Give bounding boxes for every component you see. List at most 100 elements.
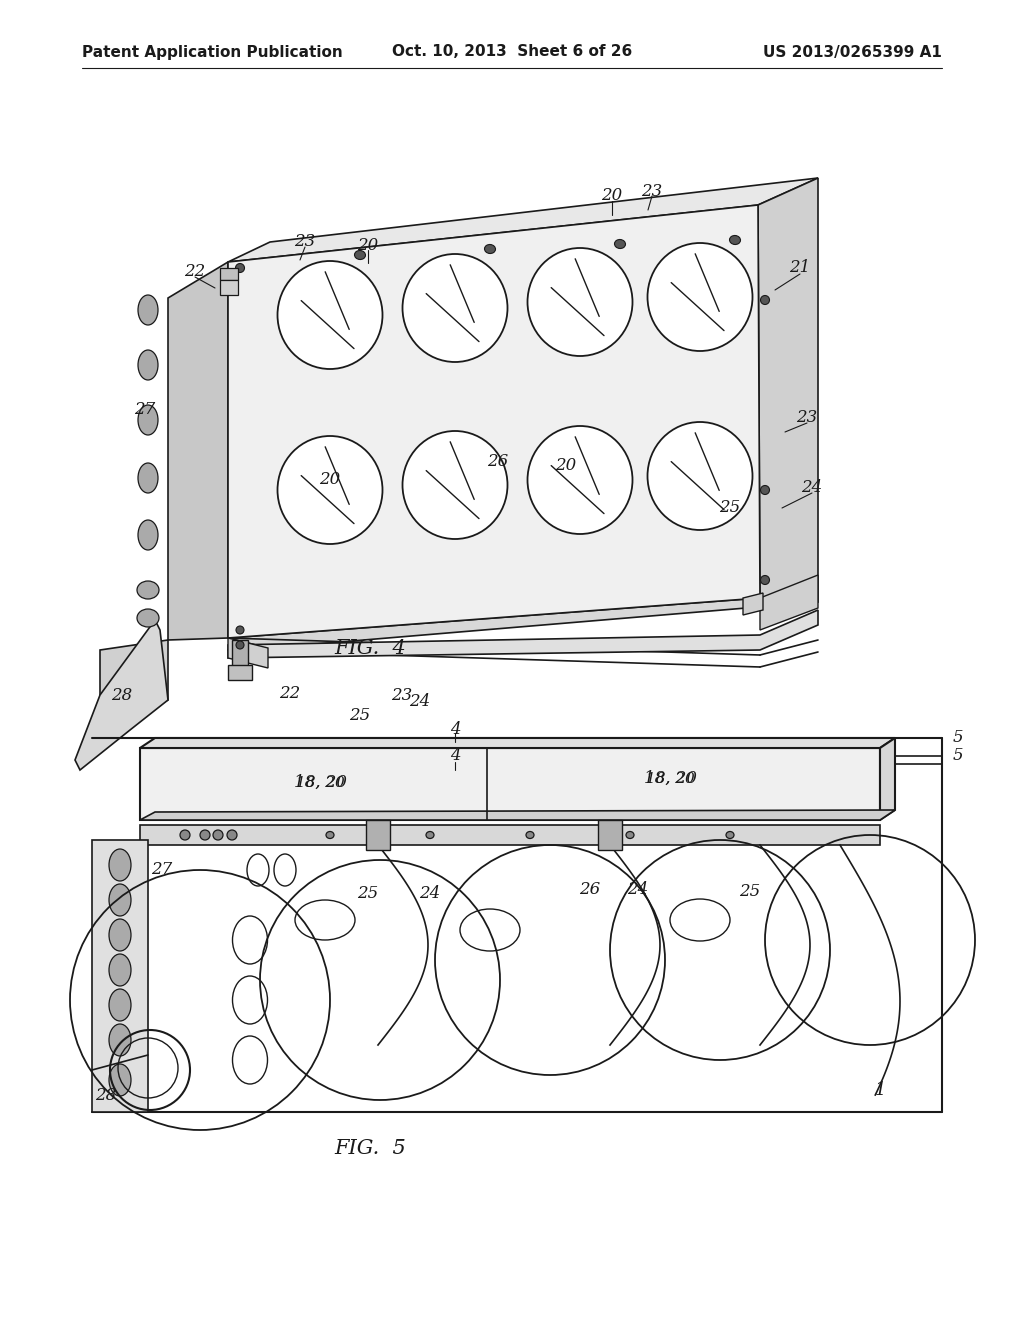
Ellipse shape [109,1024,131,1056]
Text: 22: 22 [280,685,301,701]
Polygon shape [366,820,390,850]
Text: 23: 23 [641,183,663,201]
Ellipse shape [138,520,158,550]
Text: 27: 27 [152,862,173,879]
Text: 21: 21 [790,260,811,276]
Ellipse shape [761,486,769,495]
Polygon shape [228,178,818,261]
Ellipse shape [236,626,244,634]
Ellipse shape [726,832,734,838]
Text: 5: 5 [952,730,964,747]
Text: 20: 20 [357,236,379,253]
Ellipse shape [137,609,159,627]
Ellipse shape [326,832,334,838]
Text: 25: 25 [349,706,371,723]
Text: 24: 24 [628,882,648,899]
Ellipse shape [647,422,753,531]
Text: 26: 26 [580,882,601,899]
Polygon shape [232,640,248,671]
Ellipse shape [200,830,210,840]
Ellipse shape [109,884,131,916]
Ellipse shape [626,832,634,838]
Ellipse shape [614,239,626,248]
Text: 25: 25 [720,499,740,516]
Polygon shape [228,610,818,657]
Polygon shape [758,178,818,602]
Ellipse shape [138,463,158,492]
Ellipse shape [236,264,245,272]
Text: 18, 20: 18, 20 [296,775,344,789]
Ellipse shape [180,830,190,840]
Polygon shape [140,810,895,820]
Ellipse shape [761,576,769,585]
Text: 18, 20: 18, 20 [645,771,694,785]
Ellipse shape [402,432,508,539]
Text: 4: 4 [450,722,461,738]
Text: 28: 28 [112,686,133,704]
Text: 26: 26 [487,454,509,470]
Ellipse shape [109,1064,131,1096]
Polygon shape [92,840,148,1111]
Text: 1: 1 [874,1081,886,1100]
Polygon shape [140,748,880,820]
Ellipse shape [213,830,223,840]
Ellipse shape [109,849,131,880]
Text: US 2013/0265399 A1: US 2013/0265399 A1 [763,45,942,59]
Ellipse shape [227,830,237,840]
Ellipse shape [402,253,508,362]
Ellipse shape [647,243,753,351]
Ellipse shape [137,581,159,599]
Polygon shape [140,825,880,845]
Text: 20: 20 [319,471,341,488]
Polygon shape [228,638,268,668]
Polygon shape [760,576,818,630]
Polygon shape [100,640,168,719]
Text: 5: 5 [952,747,964,764]
Ellipse shape [278,436,383,544]
Polygon shape [598,820,622,850]
Text: 22: 22 [184,264,206,281]
Ellipse shape [761,296,769,305]
Polygon shape [168,261,228,640]
Ellipse shape [109,989,131,1020]
Ellipse shape [527,248,633,356]
Text: 20: 20 [601,187,623,205]
Polygon shape [880,738,895,820]
Text: 18, 20: 18, 20 [643,770,696,787]
Polygon shape [220,280,238,294]
Text: 28: 28 [95,1086,117,1104]
Text: FIG.  4: FIG. 4 [334,639,406,657]
Polygon shape [228,598,818,648]
Ellipse shape [484,244,496,253]
Ellipse shape [526,832,534,838]
Polygon shape [75,620,168,770]
Text: 23: 23 [797,409,817,426]
Ellipse shape [354,251,366,260]
Ellipse shape [138,405,158,436]
Text: FIG.  5: FIG. 5 [334,1138,406,1158]
Ellipse shape [278,261,383,370]
Ellipse shape [138,294,158,325]
Text: 23: 23 [294,234,315,251]
Polygon shape [743,593,763,615]
Text: 4: 4 [450,747,461,764]
Polygon shape [220,268,238,280]
Ellipse shape [109,954,131,986]
Text: 25: 25 [739,883,761,900]
Text: 24: 24 [420,884,440,902]
Text: 25: 25 [357,886,379,903]
Ellipse shape [729,235,740,244]
Ellipse shape [426,832,434,838]
Text: 20: 20 [555,457,577,474]
Text: 24: 24 [802,479,822,496]
Ellipse shape [138,350,158,380]
Text: 27: 27 [134,401,156,418]
Text: 23: 23 [391,686,413,704]
Text: Patent Application Publication: Patent Application Publication [82,45,343,59]
Text: 18, 20: 18, 20 [294,774,346,791]
Polygon shape [228,665,252,680]
Ellipse shape [109,919,131,950]
Text: Oct. 10, 2013  Sheet 6 of 26: Oct. 10, 2013 Sheet 6 of 26 [392,45,632,59]
Text: 24: 24 [410,693,431,710]
Ellipse shape [236,642,244,649]
